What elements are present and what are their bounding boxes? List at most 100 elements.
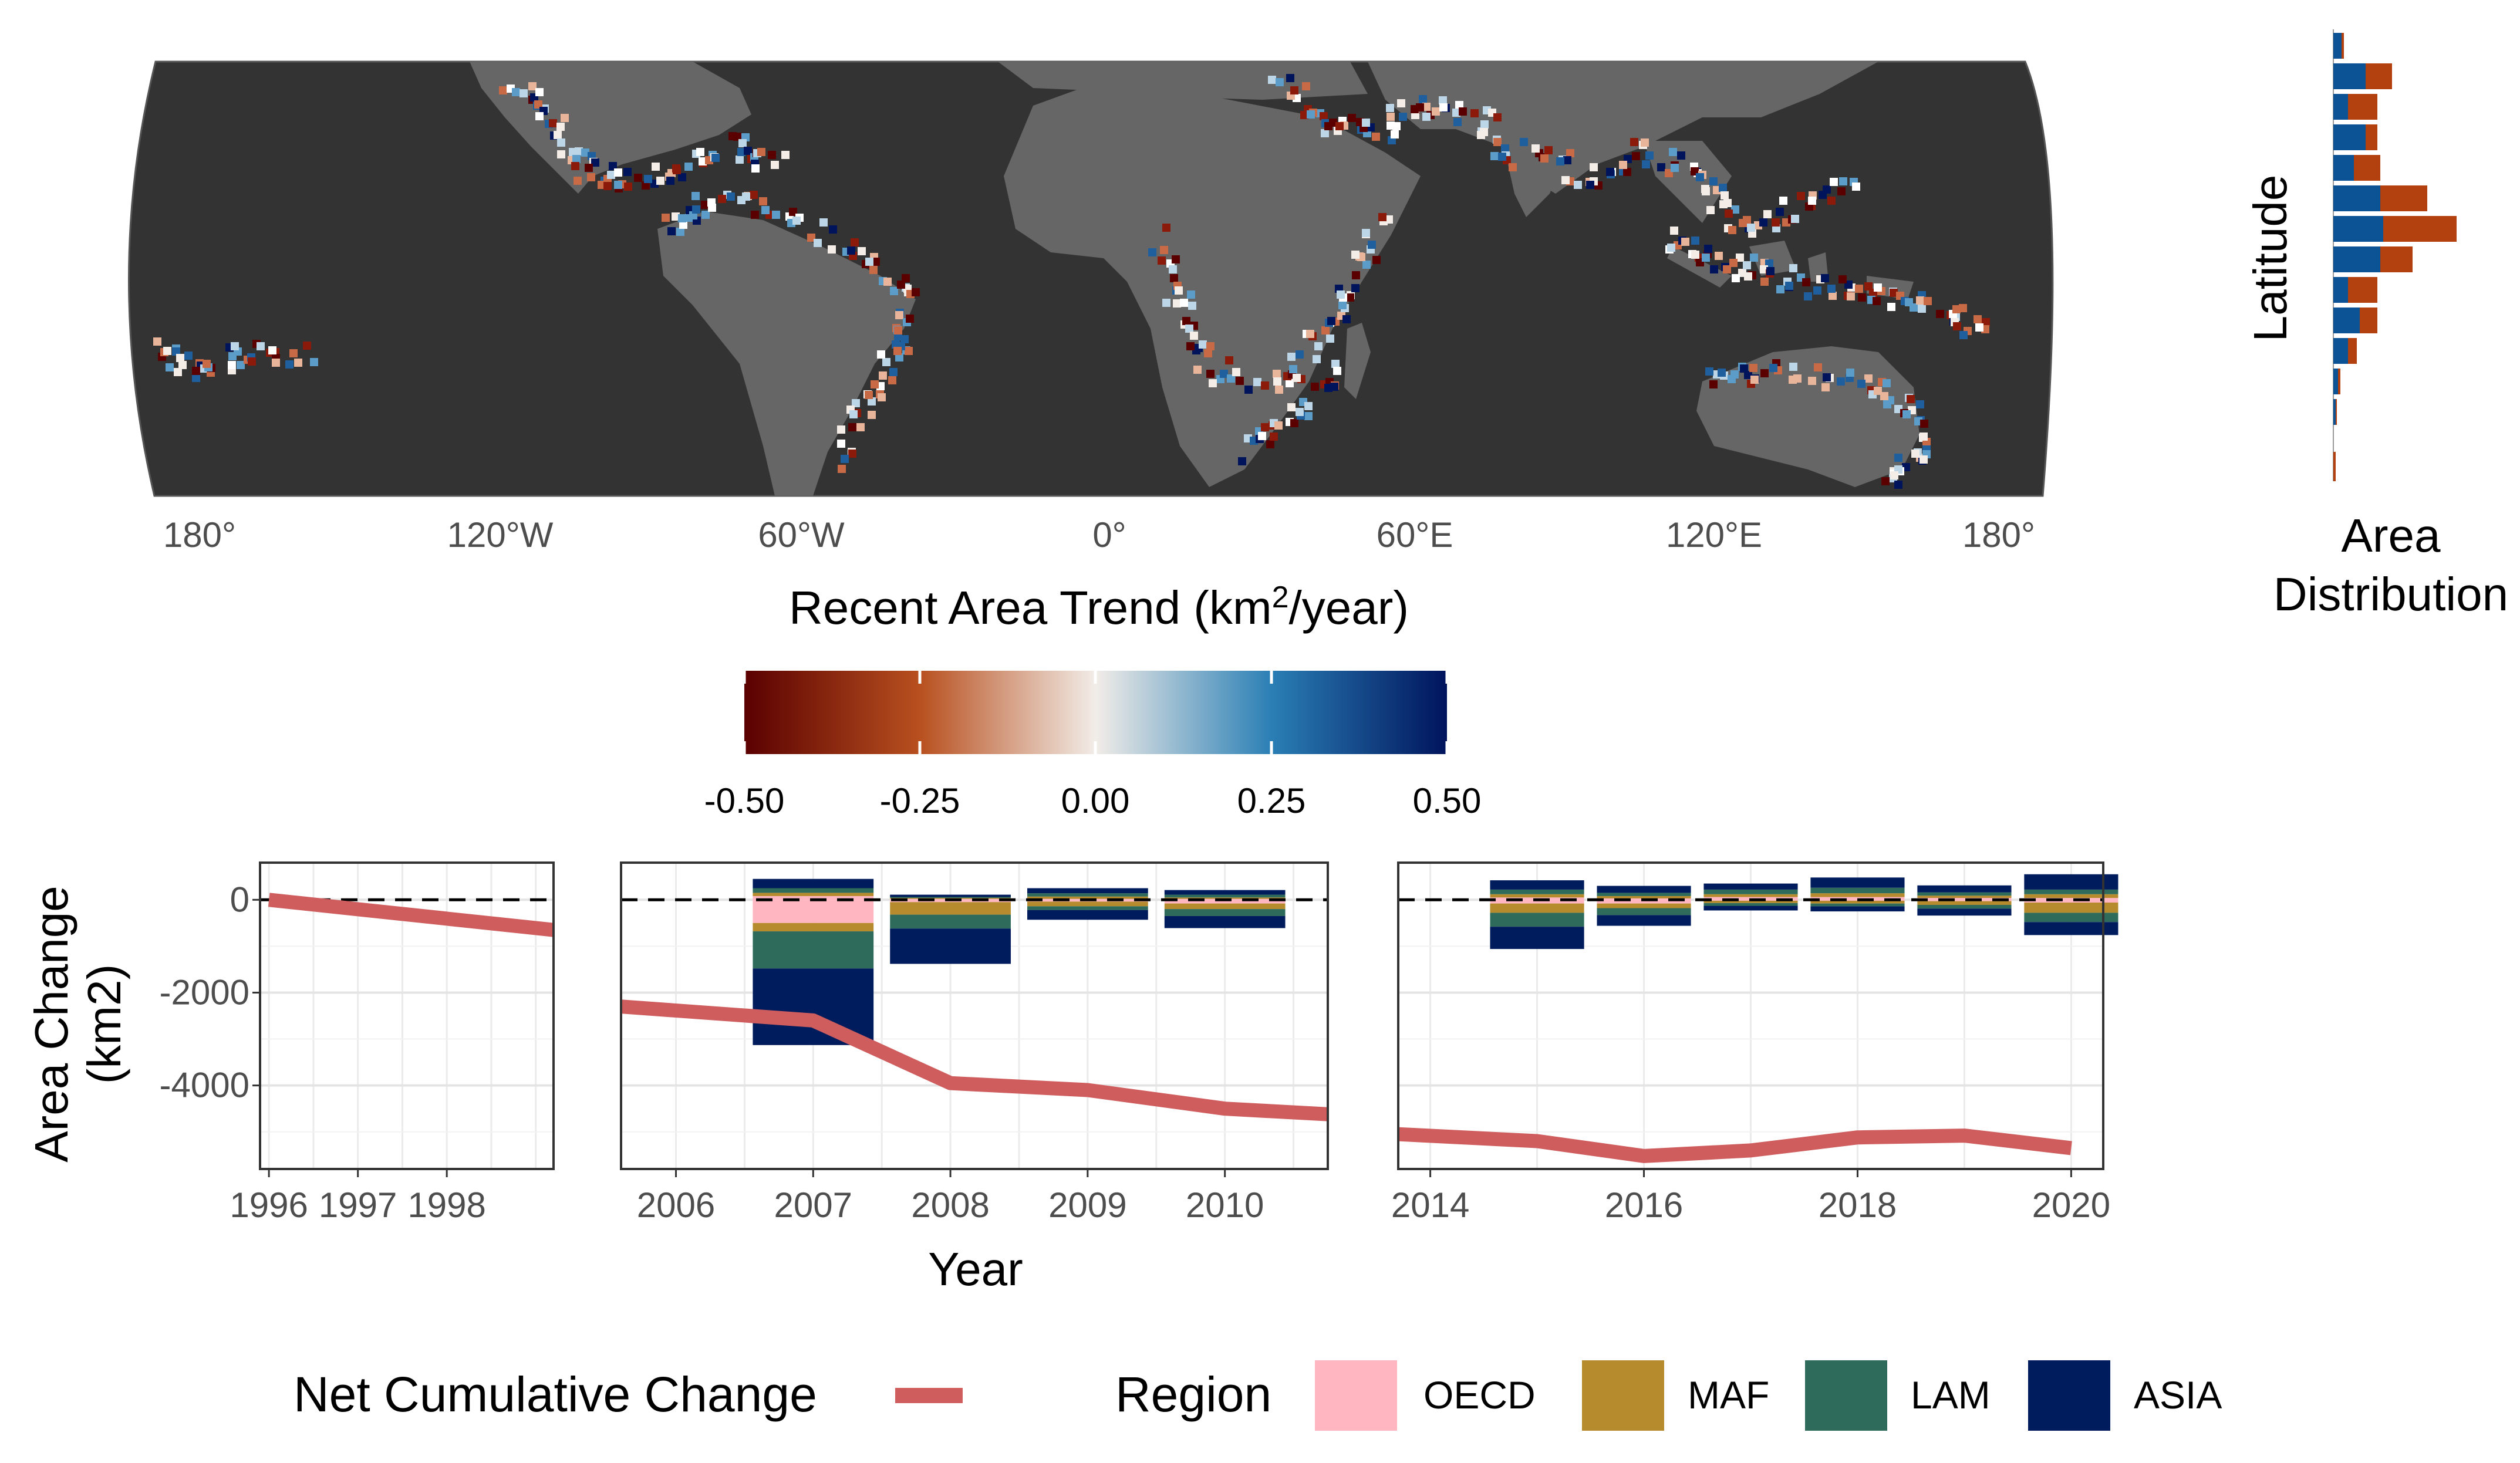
map-cell: [1750, 254, 1758, 262]
bar-segment-maf-neg: [1597, 903, 1691, 908]
map-cell: [1306, 330, 1314, 338]
map-cell: [1911, 450, 1919, 458]
map-cell: [1206, 370, 1215, 378]
bar-segment-asia-pos: [1027, 888, 1148, 894]
map-cell: [1313, 355, 1321, 363]
map-cell: [1785, 282, 1793, 290]
map-cell: [574, 177, 582, 185]
x-tick-label: 2018: [1819, 1185, 1897, 1225]
map-cell: [841, 455, 849, 463]
map-cell: [692, 205, 700, 214]
map-cell: [1276, 78, 1284, 86]
map-cell: [1453, 118, 1462, 126]
map-cell: [1268, 76, 1276, 84]
map-cell: [1286, 74, 1294, 82]
map-cell: [1890, 471, 1898, 479]
map-cell: [1266, 440, 1274, 448]
map-cell: [1808, 197, 1816, 205]
bar-segment-lam-neg: [1027, 906, 1148, 910]
map-cell: [1351, 284, 1359, 292]
bar-segment-maf-neg: [1917, 901, 2012, 905]
bar-segment-asia-pos: [890, 894, 1011, 897]
bar-segment-asia-neg: [1164, 915, 1286, 928]
map-cell: [192, 374, 200, 382]
map-cell: [1919, 455, 1928, 464]
chart-xlabel: Year: [928, 1243, 1023, 1295]
bar-segment-lam-pos: [890, 897, 1011, 898]
bar-2007: [753, 879, 874, 1045]
x-tick-label: 2020: [2032, 1185, 2110, 1225]
map-cell: [1470, 109, 1479, 117]
map-cell: [1321, 326, 1330, 335]
map-cell: [676, 228, 684, 236]
map-cell: [1975, 323, 1983, 332]
map-cell: [1286, 379, 1294, 387]
map-cell: [1199, 340, 1207, 349]
bar-segment-oecd-neg: [1490, 900, 1584, 904]
colorbar-title: Recent Area Trend (km2/year): [789, 580, 1409, 634]
map-cell: [1710, 265, 1718, 273]
map-cell: [609, 162, 617, 170]
map-cell: [1881, 477, 1890, 485]
map-cell: [1918, 305, 1926, 313]
map-cell: [1789, 363, 1797, 371]
map-cell: [1261, 423, 1269, 431]
bar-segment-asia-pos: [1703, 883, 1798, 890]
map-cell: [1236, 377, 1244, 385]
panel-3: 2014 2016 2018 2020: [1391, 861, 2118, 1225]
side-bar-blue: [2333, 63, 2366, 89]
lon-tick-label: 120°W: [447, 515, 554, 555]
map-cell: [1175, 286, 1183, 295]
map-cell: [679, 221, 687, 229]
map-cell: [701, 201, 709, 209]
map-cell: [1827, 285, 1836, 293]
colorbar-tick-label: -0.50: [704, 781, 785, 820]
map-cell: [1827, 197, 1836, 205]
map-cell: [900, 335, 909, 343]
x-tick-label: 2007: [774, 1185, 852, 1225]
map-cell: [203, 360, 211, 368]
map-cell: [652, 163, 660, 171]
x-tick-label: 1998: [407, 1185, 485, 1225]
map-cell: [623, 168, 632, 176]
map-cell: [1797, 192, 1805, 200]
map-cell: [1619, 161, 1627, 169]
map-cell: [1725, 210, 1733, 218]
lon-tick-label: 180°: [163, 515, 236, 555]
map-cell: [561, 114, 569, 122]
map-cell: [1378, 213, 1386, 221]
map-cell: [1160, 246, 1168, 254]
net-cumulative-line: [268, 893, 555, 937]
map-cell: [1563, 156, 1571, 164]
map-cell: [1883, 400, 1891, 408]
x-tick-label: 2006: [637, 1185, 715, 1225]
map-cell: [1864, 282, 1873, 290]
map-cell: [1779, 197, 1787, 205]
map-cell: [644, 175, 652, 183]
side-bar-blue: [2333, 369, 2338, 394]
map-cell: [231, 342, 239, 350]
map-cell: [1905, 298, 1913, 306]
map-cell: [534, 100, 542, 109]
map-cell: [711, 154, 720, 162]
colorbar-gradient: [744, 671, 1447, 754]
map-cell: [838, 465, 846, 473]
map-cell: [294, 359, 302, 367]
map-cell: [1729, 259, 1738, 267]
map-cell: [1739, 219, 1747, 227]
map-cell: [894, 326, 902, 335]
bar-segment-asia-neg: [1027, 910, 1148, 920]
chart-ylabel-1: Area Change: [25, 886, 77, 1162]
bar-segment-lam-neg: [1490, 913, 1584, 927]
map-cell: [1531, 144, 1540, 153]
bar-segment-lam-neg: [753, 931, 874, 969]
map-cell: [549, 119, 557, 127]
map-cell: [1232, 368, 1240, 376]
map-cell: [1238, 457, 1246, 465]
bar-segment-lam-neg: [2024, 913, 2118, 923]
map-cell: [1838, 275, 1847, 283]
map-cell: [1808, 377, 1816, 385]
map-cell: [1883, 379, 1891, 387]
map-cell: [1439, 96, 1447, 104]
side-bar-blue: [2333, 246, 2380, 272]
